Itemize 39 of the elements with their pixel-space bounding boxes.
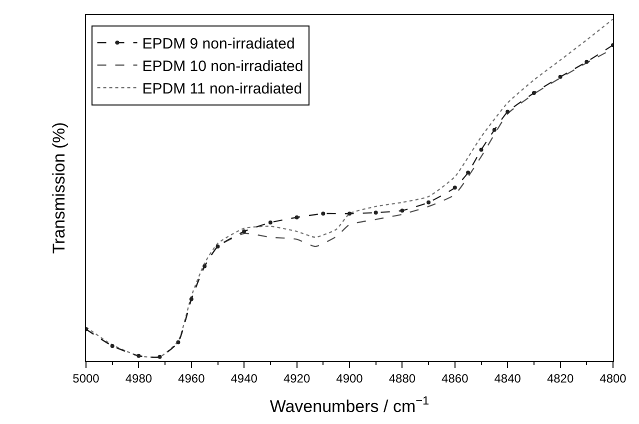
point — [348, 212, 352, 216]
x-tick-label: 4880 — [388, 371, 416, 386]
point — [216, 244, 220, 248]
point — [492, 128, 496, 132]
legend-label: EPDM 9 non-irradiated — [142, 35, 295, 52]
point — [400, 208, 404, 213]
point — [189, 297, 194, 302]
point — [374, 210, 378, 215]
legend-label: EPDM 10 non-irradiated — [142, 58, 304, 75]
x-tick-label: 4940 — [230, 371, 258, 386]
x-tick-label: 4920 — [283, 371, 310, 386]
x-tick-label: 4800 — [600, 371, 627, 386]
point — [176, 340, 180, 344]
point — [110, 344, 114, 348]
x-axis-title: Wavenumbers / cm$^{−1}$ — [270, 394, 430, 416]
legend-label: EPDM 11 non-irradiated — [142, 80, 302, 98]
point — [532, 90, 536, 95]
point — [558, 74, 562, 79]
x-tick-label: 4900 — [336, 371, 364, 386]
point — [426, 200, 431, 204]
point — [452, 186, 457, 190]
x-tick-label: 5000 — [72, 371, 100, 386]
point — [506, 110, 510, 114]
point — [321, 212, 326, 216]
x-tick-label: 4960 — [178, 371, 206, 386]
point — [584, 60, 589, 64]
point — [466, 170, 470, 175]
point — [479, 148, 484, 152]
point — [294, 215, 299, 220]
x-tick-label: 4820 — [546, 371, 574, 386]
point — [242, 229, 246, 234]
x-tick-label: 4860 — [442, 371, 469, 386]
x-tick-label: 4980 — [125, 371, 152, 386]
y-axis-title: Transmission (%) — [50, 122, 69, 254]
point — [268, 220, 272, 225]
point — [202, 264, 207, 268]
x-tick-label: 4840 — [494, 371, 522, 386]
point — [136, 354, 141, 358]
point — [158, 354, 162, 359]
